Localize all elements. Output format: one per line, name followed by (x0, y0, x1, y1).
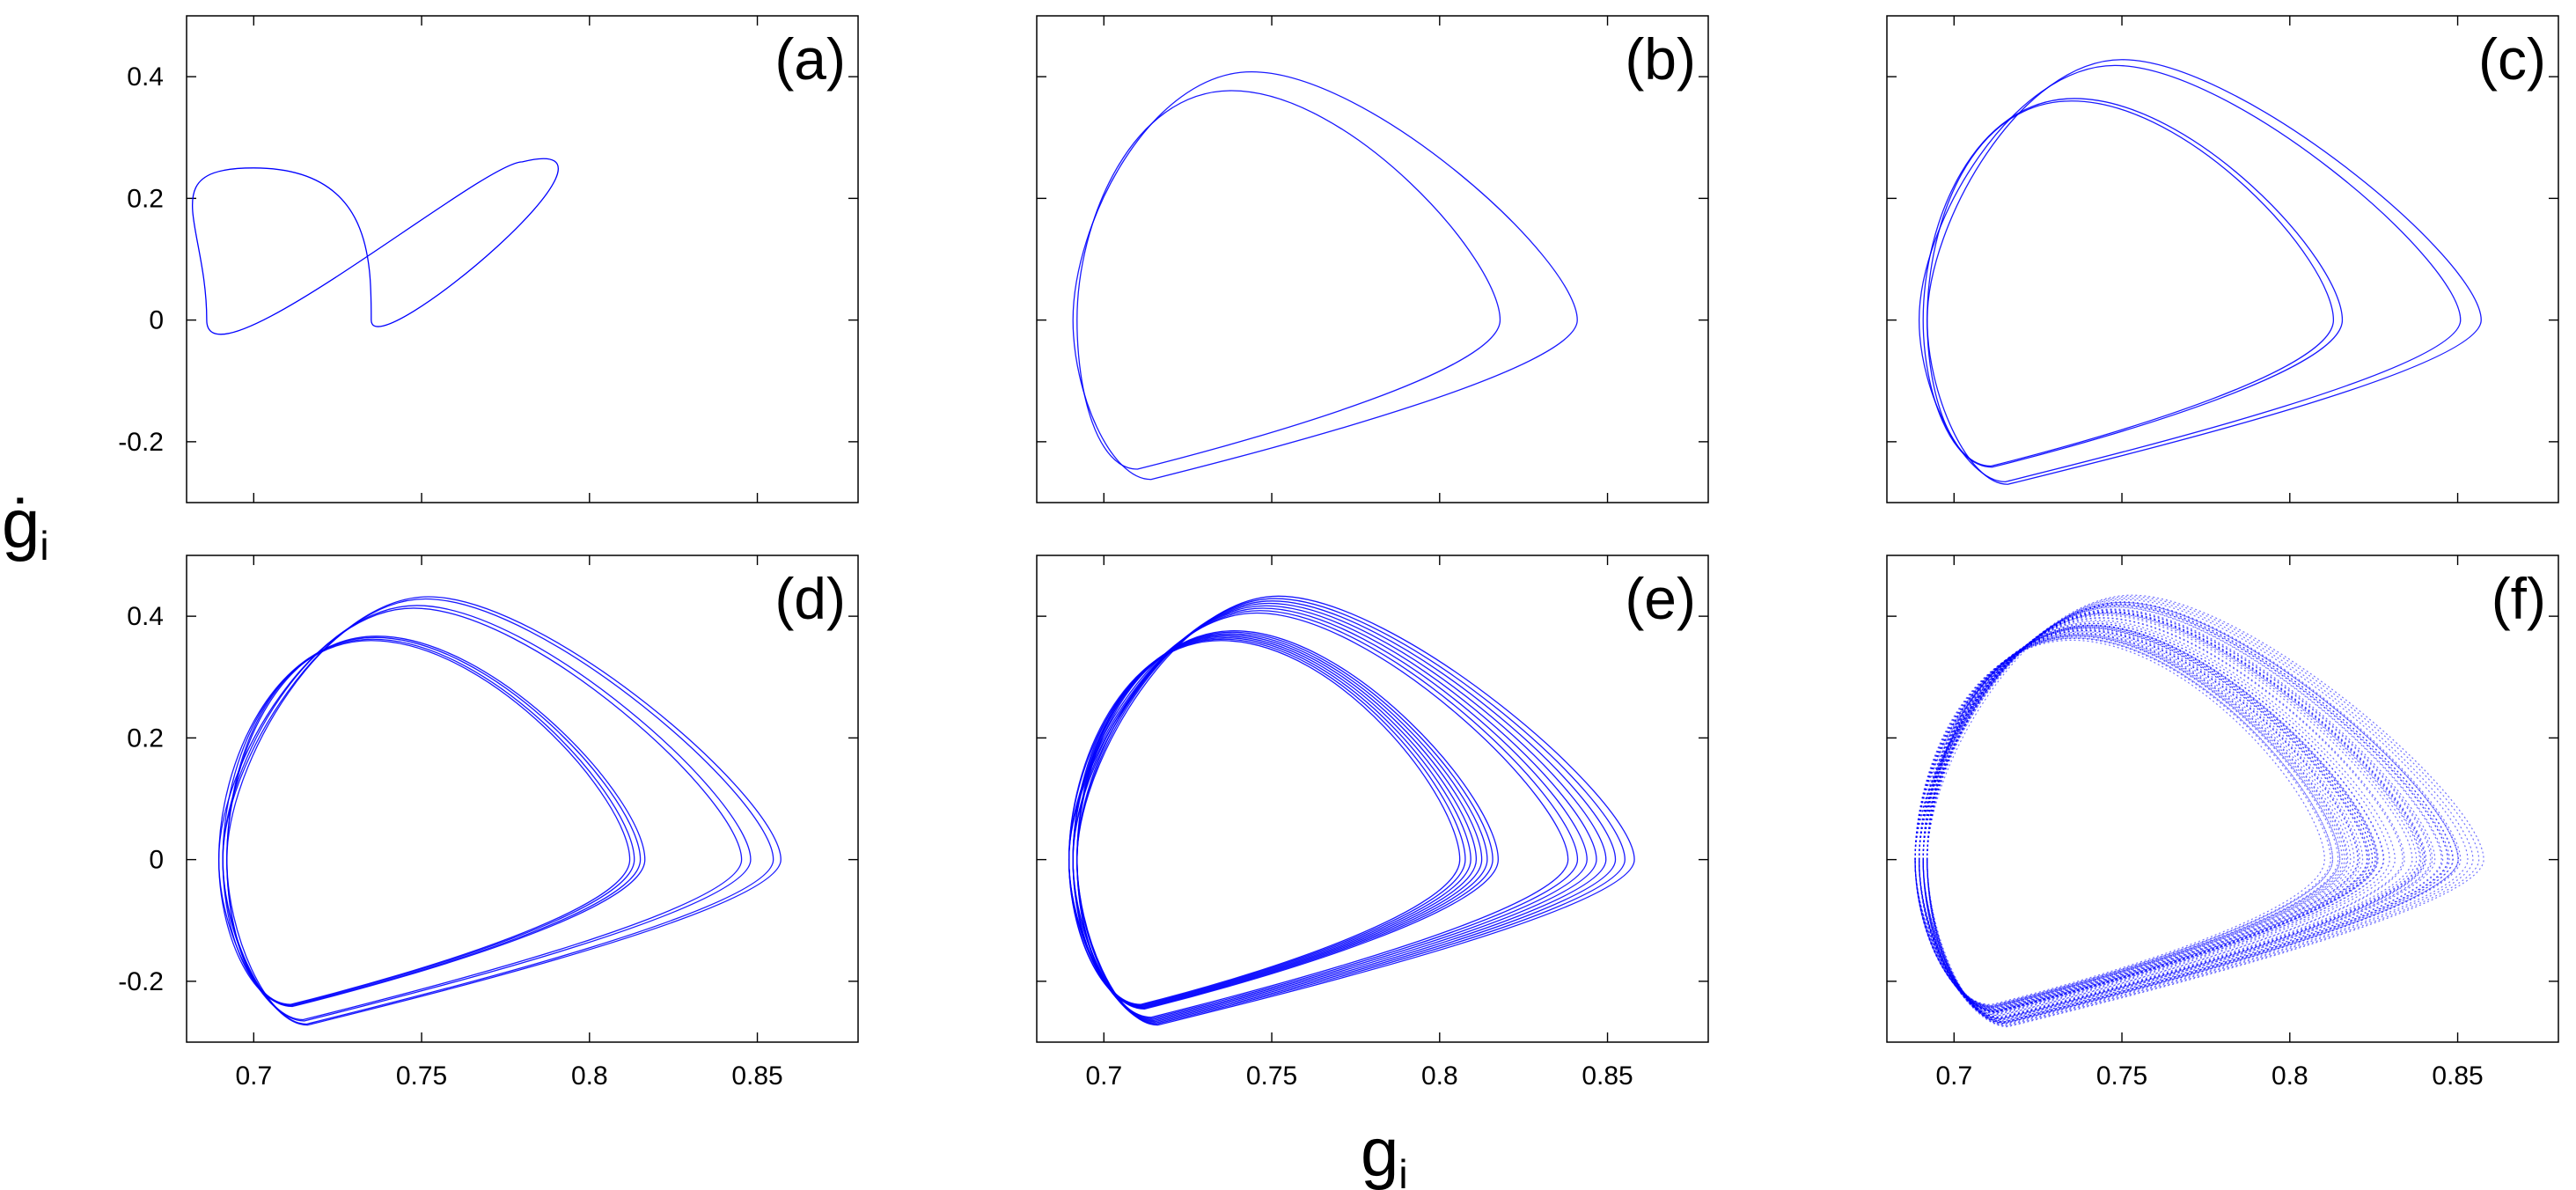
trajectory-loop (1918, 64, 2462, 483)
x-tick-label: 0.85 (731, 1061, 782, 1091)
trajectory-loop (1076, 90, 1501, 470)
trajectory-loop (1922, 632, 2352, 1010)
y-tick-label: -0.2 (118, 428, 164, 457)
x-tick-label: 0.7 (235, 1061, 272, 1091)
y-tick-label: 0.4 (127, 62, 164, 92)
y-tick-label: 0.4 (127, 602, 164, 631)
x-tick-label: 0.75 (1246, 1061, 1297, 1091)
trajectory-loop (1072, 630, 1499, 1010)
trajectory-loop (1922, 604, 2450, 1023)
panel-label: (b) (1625, 26, 1696, 92)
trajectory-loop (1068, 598, 1626, 1025)
trajectory-loop (1919, 605, 2448, 1023)
trajectory-loop (1914, 601, 2459, 1025)
panel-c: (c) (1886, 15, 2559, 503)
trajectory-loop (1919, 635, 2341, 1008)
trajectory-loop (1072, 70, 1578, 481)
y-tick-label: 0 (149, 846, 164, 875)
trajectory-group (1914, 594, 2484, 1028)
y-axis-label: ġi (2, 485, 49, 569)
panel-label: (a) (774, 26, 846, 92)
x-tick-label: 0.7 (1085, 1061, 1122, 1091)
x-tick-label: 0.85 (1582, 1061, 1633, 1091)
panel-b: (b) (1036, 15, 1709, 503)
plot-frame (186, 15, 859, 503)
trajectory-loop (1922, 603, 2455, 1024)
trajectory-loop (1926, 611, 2426, 1019)
trajectory-group (1072, 70, 1578, 481)
trajectory-loop (1914, 635, 2341, 1008)
trajectory-loop (1076, 595, 1635, 1026)
trajectory-group (192, 158, 559, 335)
y-tick-label: 0.2 (127, 184, 164, 213)
trajectory-loop (1926, 59, 2482, 485)
y-tick-label: 0.2 (127, 724, 164, 753)
trajectory-loop (1919, 599, 2469, 1025)
trajectory-loop (1922, 628, 2368, 1011)
plot-frame (186, 555, 859, 1043)
trajectory-loop (1922, 622, 2384, 1014)
trajectory-loop (1926, 100, 2335, 467)
trajectory-loop (1922, 598, 2474, 1026)
plot-frame (1036, 15, 1709, 503)
panel-e: 0.7 0.75 0.8 0.85 (e) (1036, 555, 1709, 1091)
trajectory-loop (222, 638, 635, 1006)
x-tick-label: 0.75 (396, 1061, 447, 1091)
trajectory-loop (1914, 601, 2462, 1025)
panel-f: 0.7 0.75 0.8 0.85 (f) (1886, 555, 2559, 1091)
x-axis-label: gi (1361, 1113, 1408, 1190)
trajectory-loop (1919, 608, 2436, 1021)
trajectory-loop (1926, 625, 2376, 1012)
trajectory-loop (222, 596, 782, 1026)
x-tick-label: 0.7 (1935, 1061, 1972, 1091)
panel-a: -0.2 0 0.2 0.4 (a) (118, 15, 859, 503)
x-tick-label: 0.8 (1421, 1061, 1458, 1091)
trajectory-loop (1922, 98, 2344, 468)
plot-frame (1886, 555, 2559, 1043)
panel-label: (c) (2478, 26, 2546, 92)
trajectory-loop (1914, 639, 2325, 1005)
trajectory-loop (1926, 635, 2339, 1008)
trajectory-loop (1919, 624, 2378, 1013)
trajectory-loop (1068, 633, 1488, 1009)
trajectory-loop (1926, 625, 2376, 1013)
x-tick-label: 0.8 (2271, 1061, 2308, 1091)
trajectory-loop (1914, 626, 2374, 1012)
trajectory-loop (1926, 596, 2480, 1027)
x-tick-label: 0.85 (2432, 1061, 2483, 1091)
panel-label: (e) (1625, 566, 1696, 631)
trajectory-loop (217, 605, 752, 1022)
trajectory-group (1918, 59, 2482, 485)
trajectory-loop (192, 158, 559, 335)
trajectory-loop (226, 635, 646, 1008)
plot-frame (1036, 555, 1709, 1043)
trajectory-loop (222, 607, 743, 1021)
y-tick-label: -0.2 (118, 967, 164, 996)
panel-d: 0.7 0.75 0.8 0.85 -0.2 0 0.2 0.4 (d) (118, 555, 859, 1091)
trajectory-loop (1919, 627, 2371, 1012)
x-tick-label: 0.75 (2096, 1061, 2147, 1091)
panel-label: (d) (774, 566, 846, 631)
trajectory-group (1068, 595, 1635, 1026)
panel-label: (f) (2492, 566, 2546, 631)
trajectory-loop (1926, 620, 2396, 1016)
plot-frame (1886, 15, 2559, 503)
x-tick-label: 0.8 (571, 1061, 608, 1091)
trajectory-group (217, 596, 782, 1026)
trajectory-loop (1072, 600, 1617, 1024)
trajectory-loop (1926, 624, 2379, 1013)
trajectory-loop (1076, 631, 1493, 1010)
y-tick-label: 0 (149, 306, 164, 335)
